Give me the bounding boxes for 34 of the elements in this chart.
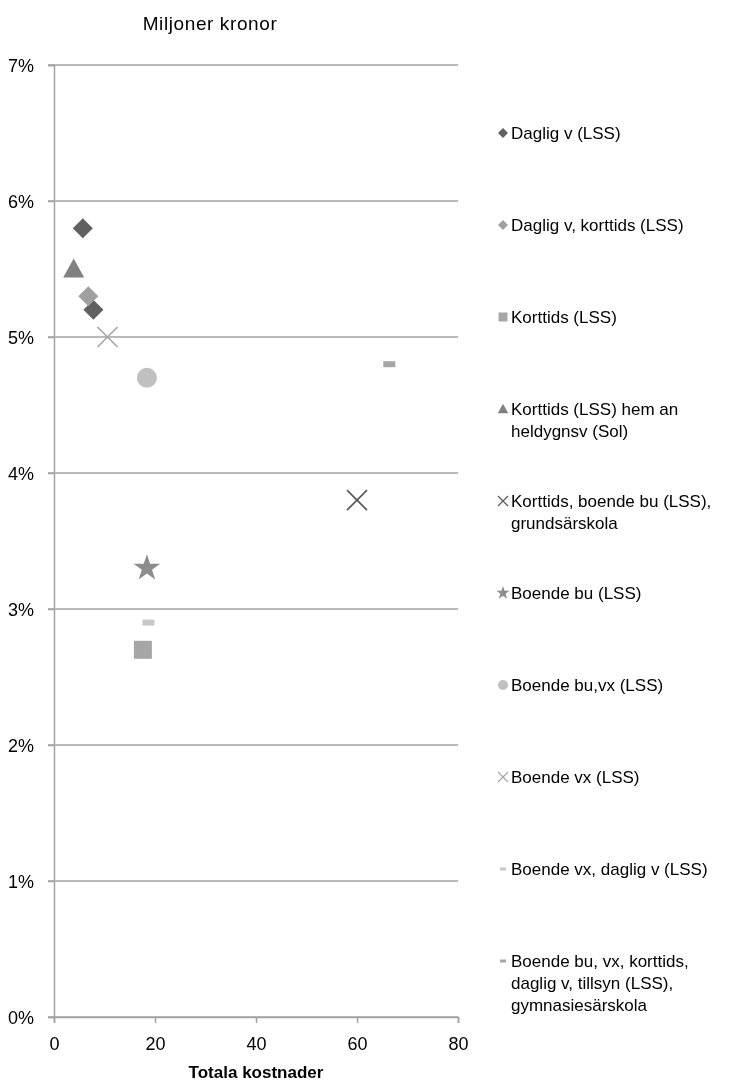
x-tick-label: 40 (246, 1033, 267, 1054)
legend-label: Daglig v (LSS) (511, 123, 621, 143)
x-tick-label: 0 (49, 1033, 60, 1054)
x-tick-label: 20 (145, 1033, 166, 1054)
y-tick-label: 0% (7, 1007, 34, 1028)
legend-label: Korttids (LSS) hem an heldygnsv (Sol) (511, 399, 679, 441)
y-tick-label: 7% (7, 55, 34, 76)
legend-label: Boende bu, vx, korttids, daglig v, tillsyn (LSS), gymnasiesärskola (511, 951, 689, 1015)
legend-label: Boende vx (LSS) (511, 767, 640, 787)
y-tick-label: 1% (7, 871, 34, 892)
point (133, 640, 152, 659)
point (83, 299, 104, 320)
y-tick-label: 3% (7, 599, 34, 620)
point (96, 326, 119, 348)
point (346, 489, 368, 512)
x-tick-label: 80 (448, 1033, 469, 1054)
chart-title: Miljoner kronor (142, 13, 278, 34)
point (136, 367, 157, 388)
legend-label: Korttids, boende bu (LSS), grundsärskola (511, 491, 712, 533)
y-tick-label: 5% (7, 327, 34, 348)
y-tick-label: 2% (7, 735, 34, 756)
legend-label: Daglig v, korttids (LSS) (511, 215, 684, 235)
point (78, 286, 99, 307)
legend-label: Boende vx, daglig v (LSS) (511, 859, 708, 879)
point (72, 218, 93, 239)
point (133, 554, 161, 580)
x-tick-label: 60 (347, 1033, 368, 1054)
x-axis-title: Totala kostnader (188, 1063, 324, 1082)
y-tick-label: 4% (7, 463, 34, 484)
legend-label: Boende bu,vx (LSS) (511, 675, 664, 695)
legend-label: Korttids (LSS) (511, 307, 617, 327)
legend-label: Boende bu (LSS) (511, 583, 642, 603)
point (63, 258, 85, 278)
y-tick-label: 6% (7, 191, 34, 212)
